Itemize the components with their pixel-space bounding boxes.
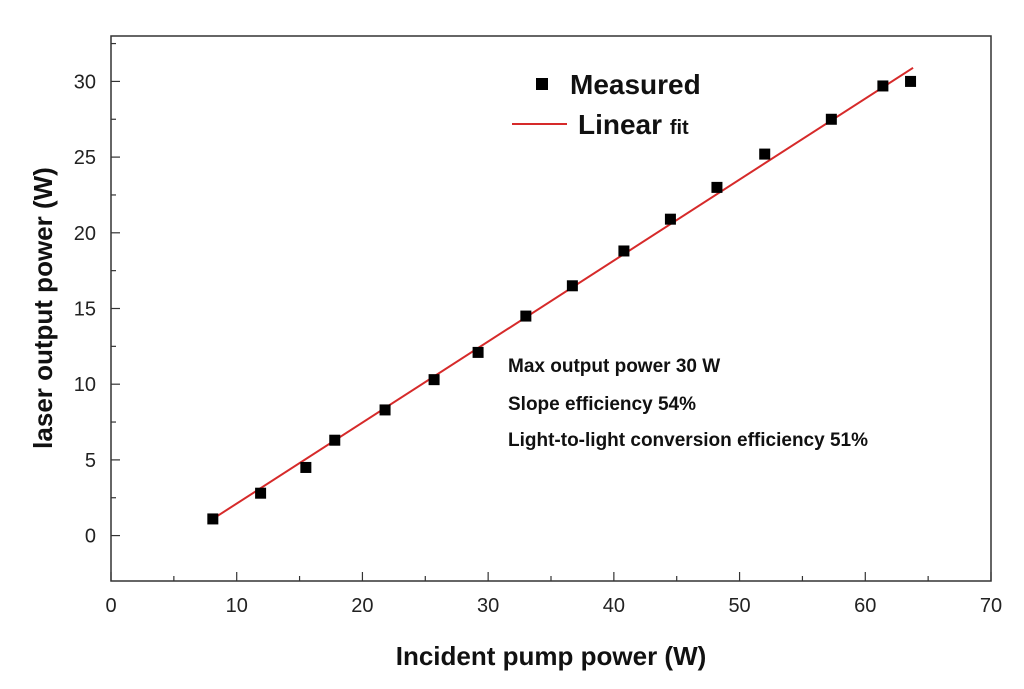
measured-point (566, 280, 578, 292)
legend-label-fit-main: Linear (578, 109, 662, 140)
measured-point (207, 513, 219, 525)
x-tick-label: 0 (105, 595, 116, 617)
measured-point (428, 374, 440, 386)
measured-point (300, 461, 312, 473)
measured-point (877, 80, 889, 92)
x-tick-label: 50 (728, 595, 750, 617)
x-tick-labels: 0 10 20 30 40 50 60 70 (105, 595, 1002, 617)
x-tick-label: 70 (980, 595, 1002, 617)
measured-point (520, 310, 532, 322)
measured-point (379, 404, 391, 416)
ticks (110, 42, 992, 581)
y-tick-label: 0 (85, 526, 96, 548)
measured-points (207, 75, 917, 525)
measured-point (255, 487, 267, 499)
measured-point (825, 113, 837, 125)
measured-point (664, 213, 676, 225)
x-tick-label: 20 (351, 595, 373, 617)
legend-marker-measured (536, 78, 548, 90)
annotation-conversion-efficiency: Light-to-light conversion efficiency 51% (508, 430, 868, 451)
legend-label-measured: Measured (570, 69, 701, 100)
y-axis-title: laser output power (W) (28, 167, 58, 449)
measured-point (329, 434, 341, 446)
measured-point (472, 346, 484, 358)
measured-point (618, 245, 630, 257)
y-tick-label: 15 (74, 299, 96, 321)
measured-point (711, 181, 723, 193)
x-tick-label: 30 (477, 595, 499, 617)
y-tick-label: 10 (74, 374, 96, 396)
y-tick-label: 30 (74, 71, 96, 93)
y-tick-labels: 0 5 10 15 20 25 30 (74, 71, 96, 547)
legend: Measured Linear fit (512, 69, 701, 140)
linear-fit-line (212, 66, 914, 520)
legend-label-fit-small: fit (670, 117, 689, 139)
legend-label-fit: Linear fit (578, 109, 689, 140)
y-tick-label: 5 (85, 450, 96, 472)
y-tick-label: 20 (74, 223, 96, 245)
x-tick-label: 40 (603, 595, 625, 617)
x-tick-label: 60 (854, 595, 876, 617)
x-axis-title: Incident pump power (W) (396, 641, 707, 671)
measured-point (905, 75, 917, 87)
annotation-slope-efficiency: Slope efficiency 54% (508, 394, 696, 415)
measured-point (759, 148, 771, 160)
x-tick-label: 10 (226, 595, 248, 617)
annotation-max-output: Max output power 30 W (508, 356, 720, 377)
y-tick-label: 25 (74, 147, 96, 169)
